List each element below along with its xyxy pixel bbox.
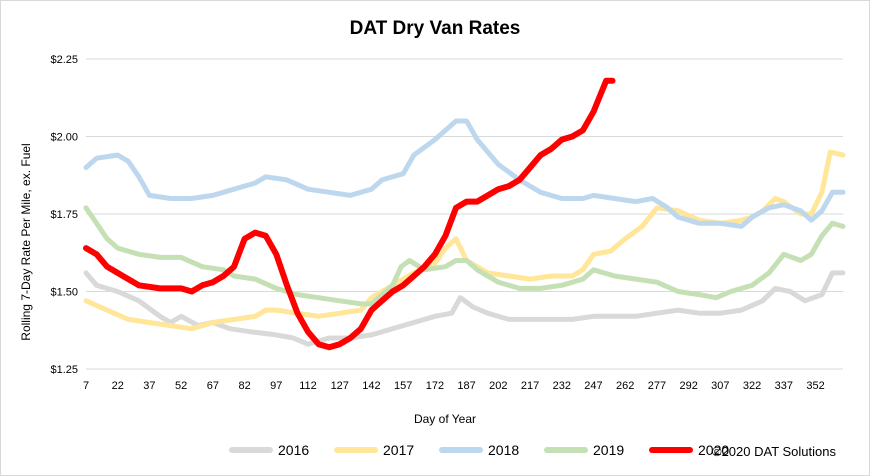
x-tick-label: 232 — [553, 380, 571, 392]
copyright-credit: ©2020 DAT Solutions — [712, 444, 837, 459]
legend: 2016 2017 2018 2019 2020 — [229, 442, 729, 458]
gridlines — [86, 58, 843, 370]
legend-label-2016: 2016 — [278, 442, 309, 458]
legend-label-2017: 2017 — [383, 442, 414, 458]
x-axis-label: Day of Year — [414, 412, 476, 426]
y-tick-label: $2.25 — [50, 54, 78, 66]
y-tick-labels: $1.25 $1.50 $1.75 $2.00 $2.25 — [50, 54, 78, 376]
x-tick-label: 247 — [584, 380, 602, 392]
x-tick-labels: 7 22 37 52 67 82 97 112 127 142 157 172 187 202 217 232… — [83, 380, 825, 392]
series-line-2020 — [83, 77, 616, 351]
x-tick-label: 322 — [743, 380, 761, 392]
x-tick-label: 202 — [489, 380, 507, 392]
x-tick-label: 22 — [112, 380, 124, 392]
x-tick-label: 262 — [616, 380, 634, 392]
y-tick-label: $2.00 — [50, 132, 78, 144]
x-tick-label: 97 — [270, 380, 282, 392]
legend-label-2019: 2019 — [593, 442, 624, 458]
x-tick-label: 52 — [175, 380, 187, 392]
x-tick-label: 112 — [299, 380, 317, 392]
x-tick-label: 187 — [457, 380, 475, 392]
x-tick-label: 67 — [207, 380, 219, 392]
x-tick-label: 37 — [143, 380, 155, 392]
chart-title: DAT Dry Van Rates — [349, 18, 521, 39]
x-tick-label: 127 — [331, 380, 349, 392]
legend-label-2018: 2018 — [488, 442, 519, 458]
series-line-2019 — [83, 205, 846, 307]
x-tick-label: 7 — [83, 380, 89, 392]
series-lines — [83, 77, 846, 351]
x-tick-label: 82 — [238, 380, 250, 392]
y-axis-label: Rolling 7-Day Rate Per Mile, ex. Fuel — [19, 143, 33, 340]
y-tick-label: $1.50 — [50, 287, 78, 299]
x-tick-label: 142 — [362, 380, 380, 392]
x-tick-label: 277 — [648, 380, 666, 392]
x-tick-label: 337 — [775, 380, 793, 392]
legend-label-2020: 2020 — [698, 442, 729, 458]
x-tick-label: 352 — [806, 380, 824, 392]
x-tick-label: 172 — [426, 380, 444, 392]
series-line-2018 — [83, 118, 846, 229]
x-tick-label: 292 — [679, 380, 697, 392]
x-tick-label: 157 — [394, 380, 412, 392]
y-tick-label: $1.75 — [50, 209, 78, 221]
x-tick-label: 217 — [521, 380, 539, 392]
x-tick-label: 307 — [711, 380, 729, 392]
y-tick-label: $1.25 — [50, 364, 78, 376]
